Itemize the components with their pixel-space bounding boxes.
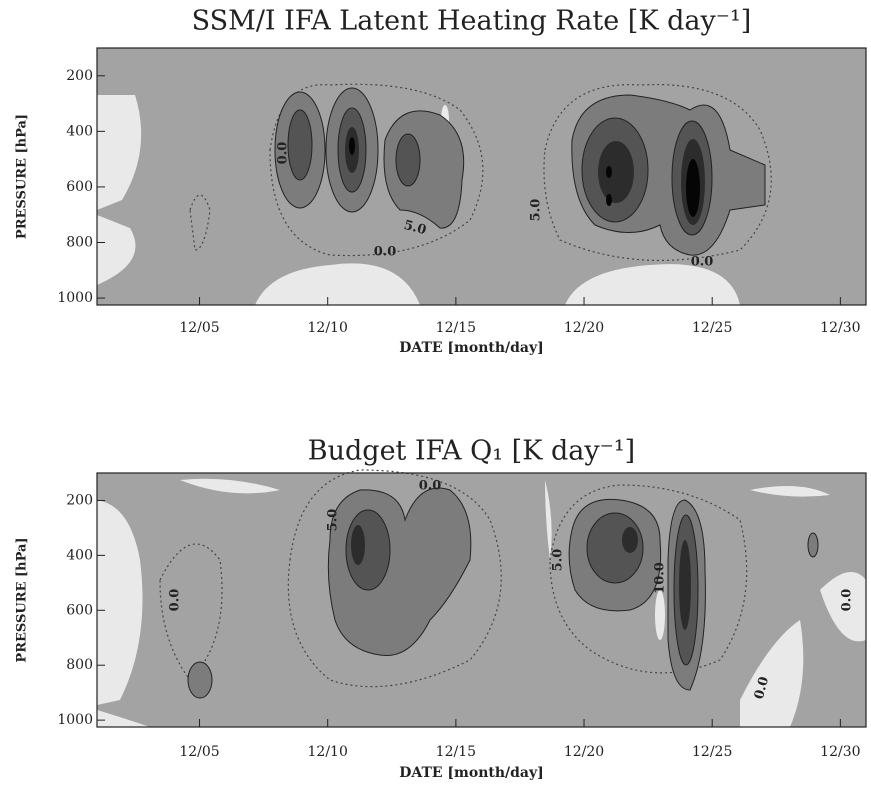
x-tick-label: 12/10 [308, 320, 348, 336]
x-tick-label: 12/30 [820, 320, 860, 336]
x-axis-label: DATE [month/day] [399, 340, 544, 356]
y-tick-label: 200 [66, 68, 93, 84]
contour-label: 0.0 [276, 142, 291, 165]
contour-label: 0.0 [691, 255, 714, 270]
x-tick-label: 12/25 [692, 744, 732, 760]
y-tick-label: 400 [66, 123, 93, 139]
y-tick-label: 600 [66, 602, 93, 618]
contour-label: 0.0 [374, 245, 397, 260]
y-axis-label: PRESSURE [hPa] [15, 114, 30, 239]
y-axis-label: PRESSURE [hPa] [15, 537, 30, 662]
x-tick-label: 12/05 [179, 744, 219, 760]
contour-field [97, 469, 866, 727]
x-tick-label: 12/05 [179, 320, 219, 336]
contour-label: 5.0 [529, 199, 544, 222]
contour-label: 0.0 [419, 479, 442, 494]
contour-label: 5.0 [551, 549, 566, 572]
x-tick-label: 12/20 [564, 744, 604, 760]
y-tick-label: 800 [66, 234, 93, 250]
x-tick-label: 12/25 [692, 320, 732, 336]
contour-label: 10.0 [653, 562, 668, 594]
y-tick-label: 1000 [57, 712, 93, 728]
x-tick-label: 12/15 [436, 744, 476, 760]
y-tick-label: 600 [66, 179, 93, 195]
x-tick-label: 12/30 [820, 744, 860, 760]
y-tick-label: 400 [66, 547, 93, 563]
y-tick-label: 1000 [57, 290, 93, 306]
y-tick-label: 200 [66, 492, 93, 508]
y-tick-label: 800 [66, 657, 93, 673]
x-tick-label: 12/15 [436, 320, 476, 336]
plot-frame [96, 472, 867, 728]
x-axis-label: DATE [month/day] [399, 765, 544, 781]
contour-label: 5.0 [326, 509, 341, 532]
x-tick-label: 12/20 [564, 320, 604, 336]
plot-frame [96, 47, 867, 306]
x-tick-label: 12/10 [308, 744, 348, 760]
contour-label: 0.0 [840, 589, 855, 612]
chart-title: SSM/I IFA Latent Heating Rate [K day⁻¹] [192, 6, 752, 37]
contour-label: 0.0 [168, 589, 183, 612]
contour-label: 0.0 [752, 675, 772, 701]
contour-field [97, 48, 866, 305]
contour-label: 5.0 [402, 218, 428, 238]
chart-title: Budget IFA Q₁ [K day⁻¹] [308, 436, 635, 467]
